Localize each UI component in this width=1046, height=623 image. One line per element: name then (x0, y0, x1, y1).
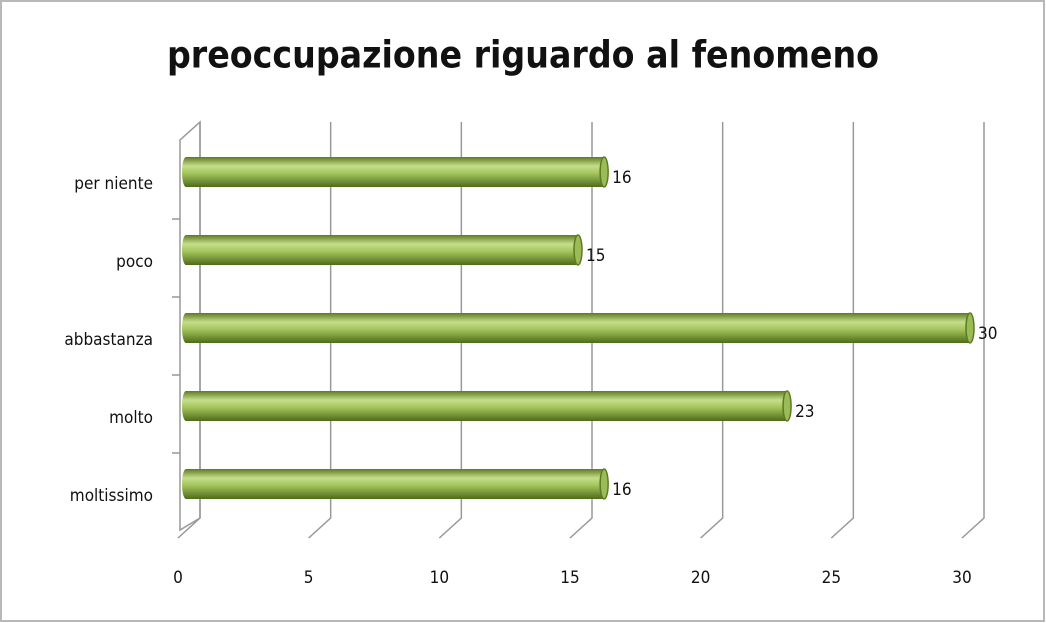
bar-cap (965, 312, 975, 344)
x-tick-label: 15 (560, 568, 579, 588)
bar-cap (573, 234, 583, 266)
bar-base (182, 391, 190, 421)
bar-cap (599, 468, 609, 500)
x-tick-label: 30 (952, 568, 971, 588)
y-tick-label: abbastanza (64, 330, 153, 350)
chart-title: preoccupazione riguardo al fenomeno (167, 34, 879, 77)
bar (182, 156, 609, 188)
bar (182, 468, 609, 500)
x-tick-label: 10 (430, 568, 449, 588)
x-tick-label: 0 (173, 568, 183, 588)
grid-line (830, 122, 855, 539)
bar (182, 234, 583, 266)
value-label: 15 (586, 246, 605, 266)
bar-body (186, 157, 605, 187)
y-tick-label: molto (109, 408, 153, 428)
value-label: 23 (795, 402, 814, 422)
value-label: 30 (978, 324, 997, 344)
y-tick-label: per niente (74, 174, 153, 194)
grid-line (700, 122, 724, 539)
grid-line (961, 122, 985, 539)
bar-base (182, 157, 190, 187)
bar-body (186, 469, 605, 499)
bar-base (182, 313, 190, 343)
bar-cap (599, 156, 609, 188)
x-tick-label: 25 (822, 568, 841, 588)
bar (182, 312, 975, 344)
value-label: 16 (612, 480, 631, 500)
bar-body (186, 235, 578, 265)
y-tick-label: poco (116, 252, 153, 272)
x-tick-label: 20 (691, 568, 710, 588)
bar-body (186, 391, 788, 421)
bar-base (182, 469, 190, 499)
bar-base (182, 235, 190, 265)
bar-body (186, 313, 970, 343)
grid-line (569, 122, 593, 539)
x-tick-label: 5 (304, 568, 314, 588)
bar (182, 390, 792, 422)
value-label: 16 (612, 168, 631, 188)
y-tick-label: moltissimo (70, 486, 153, 506)
bar-cap (782, 390, 792, 422)
